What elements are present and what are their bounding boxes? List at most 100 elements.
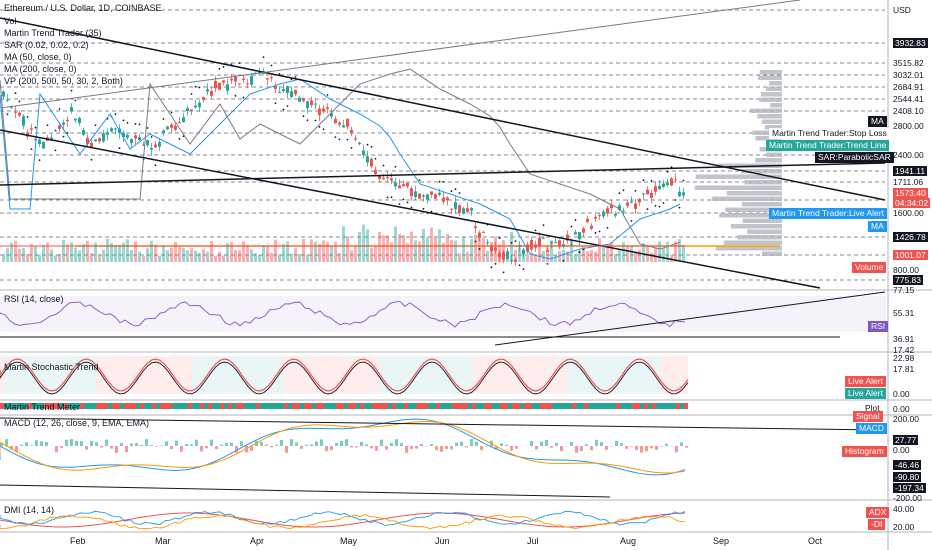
rsi-line xyxy=(0,300,686,328)
legend-martin-trend-trader[interactable]: Martin Trend Trader (35) xyxy=(4,28,102,38)
meter-cell xyxy=(496,403,500,409)
volume-bar xyxy=(158,255,161,262)
volume-bar xyxy=(642,243,645,262)
candle-body xyxy=(270,77,273,79)
sar-dot xyxy=(338,138,341,141)
sar-dot xyxy=(454,188,457,191)
meter-cell xyxy=(240,403,244,409)
volume-bar xyxy=(338,252,341,262)
meter-cell xyxy=(24,403,28,409)
rsi-axis-17: 17.42 xyxy=(893,345,915,355)
stoch-bg xyxy=(508,356,512,394)
sar-dot xyxy=(402,198,405,201)
meter-cell xyxy=(332,403,336,409)
volume-bar xyxy=(290,253,293,262)
candle-body xyxy=(274,85,277,89)
candle-body xyxy=(482,231,485,233)
stoch-bg xyxy=(192,356,196,394)
stoch-bg xyxy=(256,356,260,394)
meter-cell xyxy=(188,403,192,409)
sar-dot xyxy=(346,138,349,141)
legend-volume-profile[interactable]: VP (200, 500, 50, 30, 2, Both) xyxy=(4,76,123,86)
stoch-bg xyxy=(144,356,148,394)
volume-bar xyxy=(214,255,217,262)
volume-bar xyxy=(34,246,37,262)
meter-cell xyxy=(268,403,272,409)
trend-lines[interactable] xyxy=(0,0,886,289)
volume-bar xyxy=(254,252,257,262)
meter-title[interactable]: Martin Trend Meter xyxy=(4,402,81,412)
stoch-bg xyxy=(68,356,72,394)
stoch-bg xyxy=(200,356,204,394)
price-1600: 1600.00 xyxy=(893,208,924,218)
meter-cell xyxy=(108,403,112,409)
candle-body xyxy=(174,125,177,130)
legend-volume[interactable]: Vol xyxy=(4,16,17,26)
macd-title[interactable]: MACD (12, 26, close, 9, EMA, EMA) xyxy=(4,418,150,428)
vp-bar xyxy=(761,251,782,256)
tag-histogram: Histogram xyxy=(842,446,887,457)
stoch-bg xyxy=(388,356,392,394)
candle-body xyxy=(326,107,329,109)
macd-hist-bar xyxy=(390,443,393,446)
meter-cell xyxy=(280,403,284,409)
sar-dot xyxy=(58,108,61,110)
meter-cell xyxy=(512,403,516,409)
candle-body xyxy=(526,244,529,252)
meter-cell xyxy=(100,403,104,409)
candle-body xyxy=(598,214,601,216)
legend-sar[interactable]: SAR (0.02, 0.02, 0.2) xyxy=(4,40,89,50)
volume-bar xyxy=(354,245,357,262)
sar-dot xyxy=(418,179,421,182)
candle-body xyxy=(662,183,665,187)
stoch-bg xyxy=(520,356,524,394)
volume-bar xyxy=(166,250,169,262)
macd-hist-bar xyxy=(460,441,463,446)
sar-dot xyxy=(302,115,305,118)
meter-cell xyxy=(136,403,140,409)
meter-cell xyxy=(396,403,400,409)
volume-bar xyxy=(554,255,557,262)
sar-dot xyxy=(658,205,661,208)
volume-bar xyxy=(110,242,113,262)
rsi-title[interactable]: RSI (14, close) xyxy=(4,294,64,304)
macd-axis-90: -90.80 xyxy=(893,472,922,482)
macd-hist-bar xyxy=(515,446,518,449)
candle-body xyxy=(378,175,381,179)
legend-ma200[interactable]: MA (200, close, 0) xyxy=(4,64,77,74)
volume-bar xyxy=(102,249,105,262)
stoch-bg xyxy=(300,356,304,394)
legend-ma50[interactable]: MA (50, close, 0) xyxy=(4,52,72,62)
meter-cell xyxy=(156,403,160,409)
meter-cell xyxy=(568,403,572,409)
meter-cell xyxy=(160,403,164,409)
tag-signal: Signal xyxy=(853,411,883,422)
price-800: 800.00 xyxy=(893,265,919,275)
stoch-axis-0: 0.00 xyxy=(893,389,910,399)
meter-cell xyxy=(140,403,144,409)
volume-bar xyxy=(390,242,393,262)
macd-hist-bar xyxy=(645,446,648,452)
stoch-bg xyxy=(128,356,132,394)
candle-body xyxy=(138,136,141,141)
stoch-bg xyxy=(152,356,156,394)
sar-dot xyxy=(386,196,389,199)
rsi-trend-line xyxy=(494,291,886,346)
meter-cell xyxy=(60,403,64,409)
candle-body xyxy=(422,195,425,197)
stoch-title[interactable]: Martin Stochastic Trend xyxy=(4,362,99,372)
volume-bar xyxy=(614,253,617,262)
volume-bar xyxy=(86,241,89,262)
sar-dot xyxy=(18,100,21,103)
dmi-title[interactable]: DMI (14, 14) xyxy=(4,505,55,515)
stoch-bg xyxy=(288,356,292,394)
stoch-bg xyxy=(456,356,460,394)
candle-body xyxy=(442,197,445,202)
dmi-axis-40: 40.00 xyxy=(893,504,915,514)
stoch-bg xyxy=(664,356,668,394)
macd-hist-bar xyxy=(590,446,593,451)
meter-cell xyxy=(392,403,396,409)
sar-dot xyxy=(6,113,9,116)
candle-body xyxy=(566,234,569,241)
